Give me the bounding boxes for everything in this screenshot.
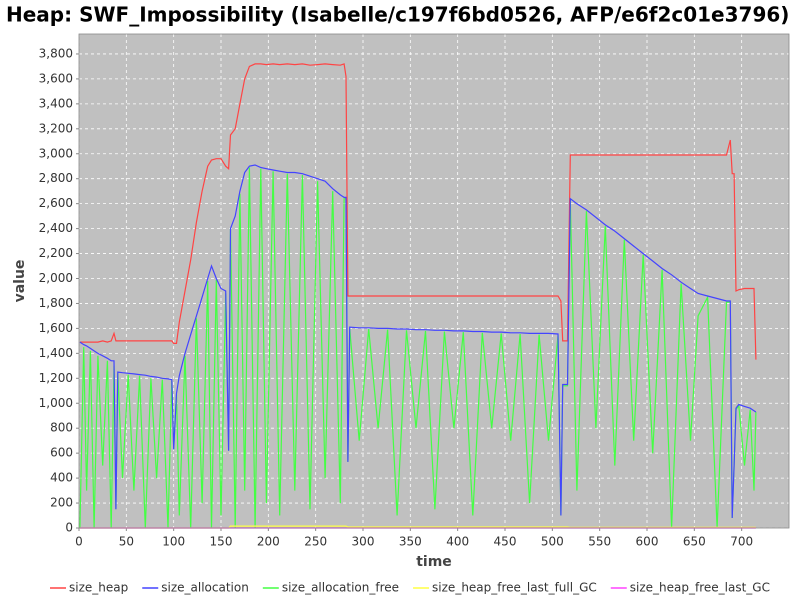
x-tick-label: 450 [494,535,517,549]
x-tick-label: 600 [636,535,659,549]
y-tick-label: 600 [50,446,73,460]
y-tick-label: 2,600 [39,196,73,210]
plot-border [78,33,790,529]
y-tick-label: 3,000 [39,146,73,160]
y-tick-label: 3,200 [39,121,73,135]
y-tick-label: 2,800 [39,171,73,185]
y-tick-label: 3,600 [39,71,73,85]
chart-title: Heap: SWF_Impossibility (Isabelle/c197f6… [6,3,789,27]
plot-area [79,34,789,528]
y-axis-title: value [12,260,28,303]
x-tick-label: 150 [210,535,233,549]
y-tick-label: 3,400 [39,96,73,110]
x-tick-label: 350 [399,535,422,549]
y-tick-label: 1,400 [39,346,73,360]
legend-label: size_heap_free_last_GC [630,581,770,595]
x-tick-label: 650 [683,535,706,549]
y-tick-label: 0 [65,521,73,535]
x-tick-label: 100 [162,535,185,549]
x-tick-label: 200 [257,535,280,549]
y-tick-label: 2,400 [39,221,73,235]
y-tick-label: 2,200 [39,246,73,260]
y-tick-label: 400 [50,471,73,485]
legend-label: size_allocation_free [282,581,399,595]
legend-label: size_heap [69,581,128,595]
x-tick-label: 250 [304,535,327,549]
x-tick-label: 400 [446,535,469,549]
y-tick-label: 1,800 [39,296,73,310]
series-line [79,164,757,519]
x-tick-label: 300 [352,535,375,549]
y-tick-label: 2,000 [39,271,73,285]
x-tick-label: 500 [541,535,564,549]
y-tick-label: 1,200 [39,371,73,385]
y-tick-label: 200 [50,496,73,510]
series-line [79,63,757,360]
y-tick-label: 3,800 [39,46,73,60]
x-tick-label: 0 [75,535,83,549]
x-tick-label: 50 [119,535,134,549]
y-tick-label: 1,600 [39,321,73,335]
x-axis-title: time [416,554,452,570]
legend-label: size_heap_free_last_full_GC [432,581,597,595]
x-tick-label: 700 [730,535,753,549]
y-tick-label: 1,000 [39,396,73,410]
x-tick-label: 550 [588,535,611,549]
y-tick-label: 800 [50,421,73,435]
legend-label: size_allocation [161,581,249,595]
